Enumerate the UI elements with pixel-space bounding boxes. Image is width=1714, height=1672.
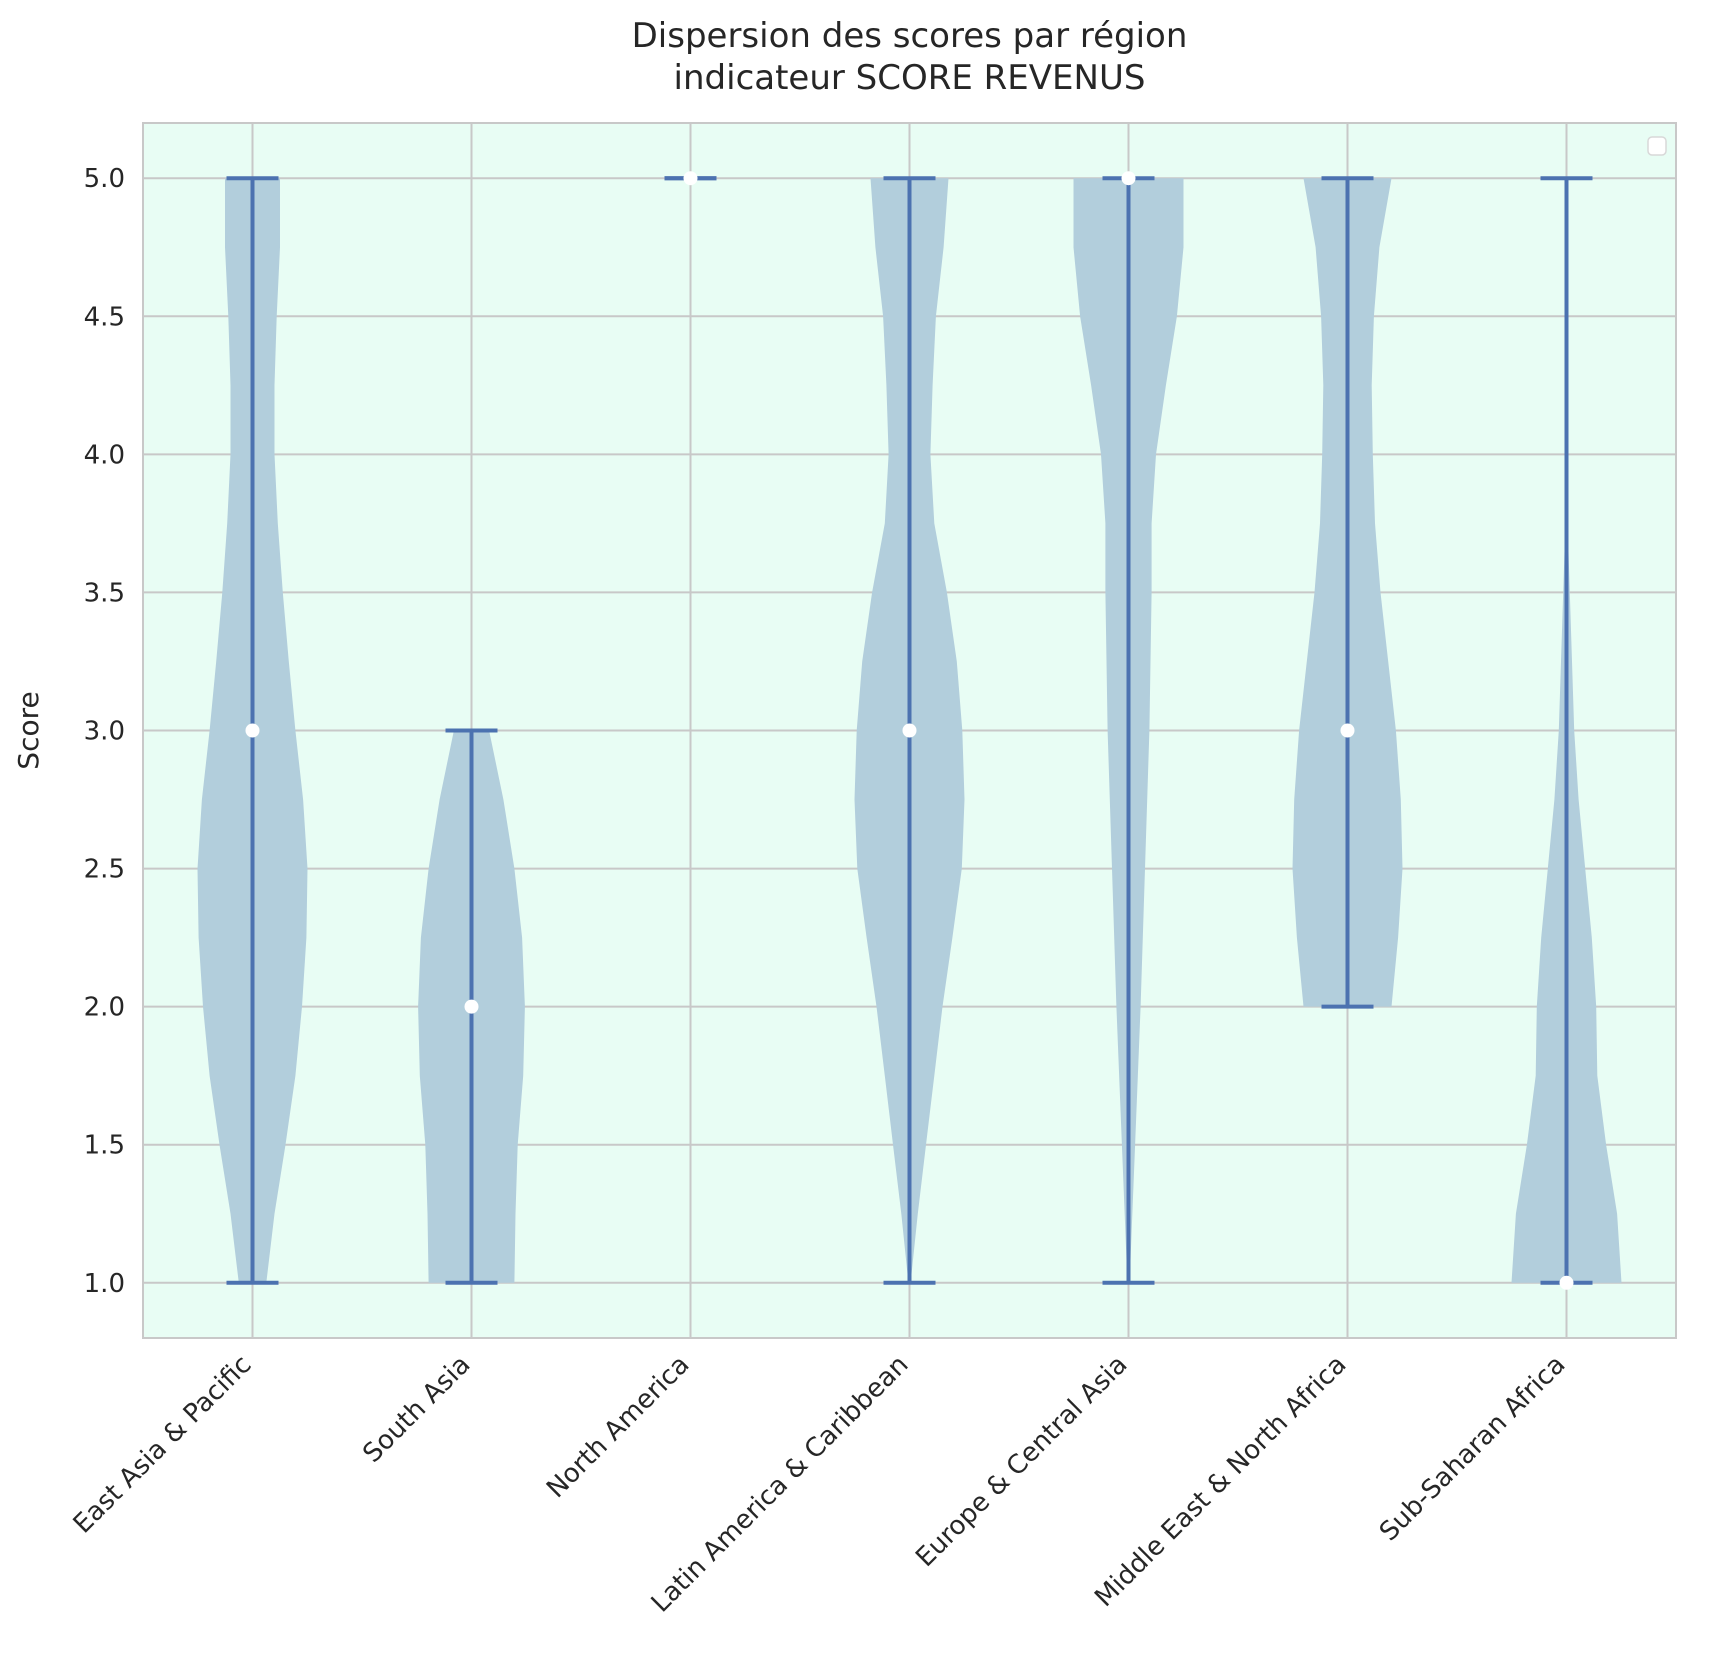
y-tick-label: 5.0	[84, 164, 125, 194]
violins	[197, 171, 1622, 1290]
violin-group	[197, 176, 308, 1285]
median-marker	[464, 999, 479, 1014]
chart-subtitle: indicateur SCORE REVENUS	[674, 58, 1146, 98]
y-tick-label: 2.5	[84, 855, 125, 885]
y-axis-label: Score	[12, 691, 45, 769]
plot-frame	[142, 122, 1677, 1339]
y-tick-label: 1.5	[84, 1131, 125, 1161]
y-tick-label: 1.0	[84, 1269, 125, 1299]
legend	[1647, 136, 1667, 156]
violin-group	[1073, 171, 1184, 1285]
y-tick-label: 3.0	[84, 717, 125, 747]
y-tick-label: 2.0	[84, 993, 125, 1023]
median-marker	[1340, 723, 1355, 738]
violin-group	[418, 728, 525, 1285]
y-tick-label: 3.5	[84, 578, 125, 608]
y-tick-label: 4.0	[84, 440, 125, 470]
median-marker	[245, 723, 260, 738]
y-tick-label: 4.5	[84, 302, 125, 332]
violin-group	[1292, 176, 1403, 1009]
violin-group	[1511, 176, 1622, 1290]
violin-group	[664, 171, 717, 186]
median-marker	[902, 723, 917, 738]
violin-group	[854, 176, 965, 1285]
y-axis: 1.0 1.5 2.0 2.5 3.0 3.5 4.0 4.5 5.0	[84, 164, 125, 1299]
median-marker	[1559, 1275, 1574, 1290]
median-marker	[683, 171, 698, 186]
chart-title: Dispersion des scores par région	[632, 16, 1188, 56]
median-marker	[1121, 171, 1136, 186]
